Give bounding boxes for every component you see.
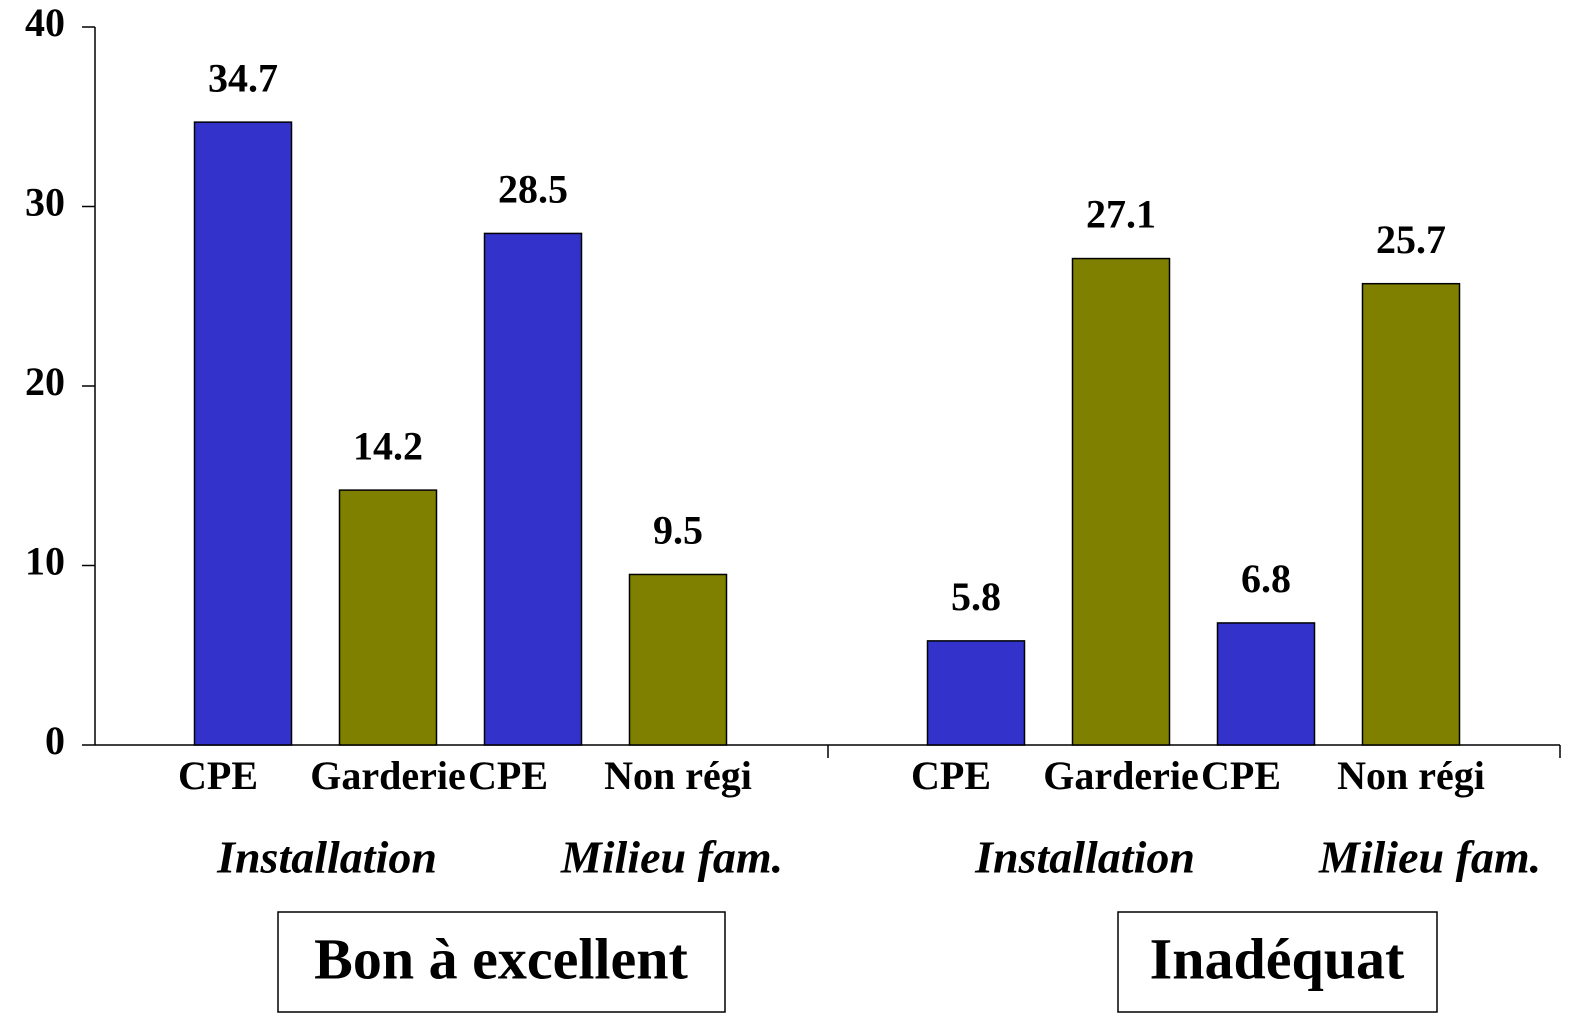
group-box (1117, 911, 1438, 1013)
value-label: 25.7 (1376, 217, 1446, 262)
y-tick-label: 20 (25, 359, 65, 404)
value-label: 6.8 (1241, 556, 1291, 601)
x-tick-label: Non régi (604, 753, 752, 798)
bar (628, 573, 728, 746)
group-label: Bon à excellent (314, 926, 688, 991)
y-tick-label: 30 (25, 180, 65, 225)
x-tick-label: CPE (1201, 753, 1281, 798)
value-label: 5.8 (951, 574, 1001, 619)
value-label: 27.1 (1086, 192, 1156, 237)
subgroup-label: Installation (974, 832, 1195, 883)
y-tick-label: 0 (45, 718, 65, 763)
bar (1071, 257, 1171, 746)
value-label: 28.5 (498, 167, 568, 212)
value-label: 34.7 (208, 55, 278, 100)
bar (1361, 282, 1461, 746)
y-tick-label: 10 (25, 539, 65, 584)
x-tick-label: CPE (911, 753, 991, 798)
x-tick-label: CPE (468, 753, 548, 798)
y-tick-label: 40 (25, 0, 65, 45)
bar (483, 232, 583, 746)
x-tick-label: Non régi (1337, 753, 1485, 798)
value-label: 14.2 (353, 423, 423, 468)
bar (1216, 622, 1316, 746)
bar (926, 640, 1026, 746)
value-label: 9.5 (653, 508, 703, 553)
x-tick-label: Garderie (310, 753, 466, 798)
bar (193, 121, 293, 746)
subgroup-label: Milieu fam. (1318, 832, 1541, 883)
bar (338, 489, 438, 746)
subgroup-label: Installation (216, 832, 437, 883)
x-tick-label: Garderie (1043, 753, 1199, 798)
group-box (277, 911, 726, 1013)
group-label: Inadéquat (1150, 926, 1405, 991)
x-tick-label: CPE (178, 753, 258, 798)
subgroup-label: Milieu fam. (560, 832, 783, 883)
